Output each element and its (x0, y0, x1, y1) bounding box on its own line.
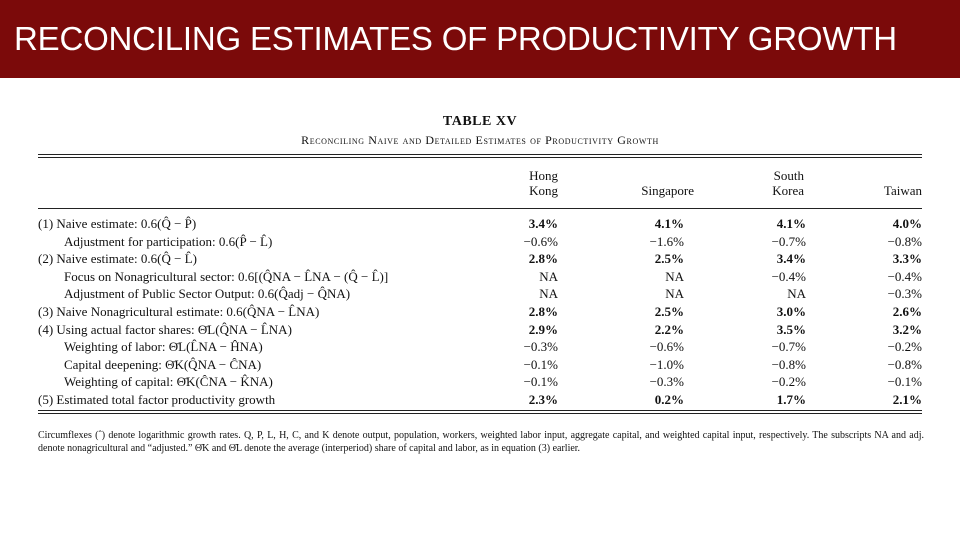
row-label: (5) Estimated total factor productivity … (38, 392, 276, 407)
row-value: −0.3% (649, 374, 684, 390)
table-row: Focus on Nonagricultural sector: 0.6[(Q̂… (38, 269, 922, 286)
row-value: 2.2% (654, 321, 684, 337)
table-row: Weighting of labor: Θ̄L(L̂NA − ĤNA) −0.3%… (38, 339, 922, 356)
row-label: (1) Naive estimate: 0.6(Q̂ − P̂) (38, 216, 197, 231)
table-title: TABLE XV (442, 114, 518, 129)
row-value: 3.2% (892, 321, 922, 337)
row-value: 3.5% (776, 321, 806, 337)
top-rule (38, 154, 922, 155)
row-value: NA (539, 286, 558, 302)
table-row: Weighting of capital: Θ̄K(ĈNA − K̂NA) −0.… (38, 374, 922, 391)
row-value: 4.1% (654, 216, 684, 231)
row-value: 2.8% (528, 304, 558, 319)
row-value: NA (787, 286, 806, 302)
row-value: 1.7% (776, 392, 806, 407)
table-row: (2) Naive estimate: 0.6(Q̂ − L̂) 2.8% 2.5%… (38, 251, 922, 268)
row-value: −0.8% (771, 356, 806, 372)
bottom-rule (38, 410, 922, 411)
row-value: −1.0% (649, 356, 684, 372)
row-value: NA (539, 268, 558, 284)
table-subtitle: Reconciling Naive and Detailed Estimates… (301, 133, 659, 147)
row-value: −0.6% (649, 339, 684, 355)
row-value: 2.5% (654, 251, 684, 267)
row-value: 3.3% (892, 251, 922, 267)
table-row: (3) Naive Nonagricultural estimate: 0.6(… (38, 304, 922, 321)
top-rule-double (38, 157, 922, 158)
title-banner: RECONCILING ESTIMATES OF PRODUCTIVITY GR… (0, 0, 960, 78)
table-notes: Circumflexes (ˆ) denote logarithmic grow… (38, 430, 924, 454)
row-value: −0.8% (887, 233, 922, 249)
row-value: 3.0% (776, 304, 806, 319)
row-value: 2.8% (528, 251, 558, 267)
column-header-taiwan: Taiwan (883, 183, 922, 198)
row-value: 4.1% (776, 216, 806, 231)
row-label: (4) Using actual factor shares: Θ̄L(Q̂NA… (38, 321, 292, 337)
row-value: −0.3% (887, 286, 922, 302)
row-value: 2.6% (892, 304, 922, 319)
table-row: (5) Estimated total factor productivity … (38, 392, 922, 409)
row-label: Weighting of labor: Θ̄L(L̂NA − ĤNA) (64, 339, 263, 355)
row-value: −0.8% (887, 356, 922, 372)
row-value: −1.6% (649, 233, 684, 249)
column-header-singapore: Singapore (641, 183, 694, 198)
row-value: −0.1% (523, 356, 558, 372)
row-value: 4.0% (892, 216, 922, 231)
row-value: −0.6% (523, 233, 558, 249)
row-value: 2.9% (528, 321, 558, 337)
table-row: Capital deepening: Θ̄K(Q̂NA − ĈNA) −0.1% −… (38, 357, 922, 374)
row-value: −0.1% (887, 374, 922, 390)
row-value: 3.4% (528, 216, 558, 231)
row-value: 3.4% (776, 251, 806, 267)
row-value: −0.2% (771, 374, 806, 390)
column-header-south-korea: South Korea (772, 168, 804, 198)
column-header-hong-kong: Hong Kong (529, 168, 558, 198)
header-rule (38, 208, 922, 209)
table-row: Adjustment of Public Sector Output: 0.6(… (38, 286, 922, 303)
row-label: (2) Naive estimate: 0.6(Q̂ − L̂) (38, 251, 197, 267)
row-value: −0.4% (771, 268, 806, 284)
row-value: −0.7% (771, 339, 806, 355)
row-value: −0.3% (523, 339, 558, 355)
row-value: 0.2% (654, 392, 684, 407)
row-value: 2.3% (528, 392, 558, 407)
row-label: Focus on Nonagricultural sector: 0.6[(Q̂… (64, 268, 389, 284)
table-row: (1) Naive estimate: 0.6(Q̂ − P̂) 3.4% 4.1%… (38, 216, 922, 233)
bottom-rule-double (38, 413, 922, 414)
row-label: Weighting of capital: Θ̄K(ĈNA − K̂NA) (64, 374, 273, 390)
row-value: −0.4% (887, 268, 922, 284)
row-label: Adjustment of Public Sector Output: 0.6(… (64, 286, 351, 302)
row-value: −0.2% (887, 339, 922, 355)
row-value: −0.1% (523, 374, 558, 390)
row-label: Capital deepening: Θ̄K(Q̂NA − ĈNA) (64, 356, 262, 372)
row-label: Adjustment for participation: 0.6(P̂ − L… (64, 233, 273, 249)
row-value: 2.5% (654, 304, 684, 319)
row-value: 2.1% (892, 392, 922, 407)
table-row: (4) Using actual factor shares: Θ̄L(Q̂NA… (38, 322, 922, 339)
slide-title: RECONCILING ESTIMATES OF PRODUCTIVITY GR… (14, 20, 897, 57)
row-value: NA (665, 286, 684, 302)
row-value: NA (665, 268, 684, 284)
row-value: −0.7% (771, 233, 806, 249)
table-row: Adjustment for participation: 0.6(P̂ − L… (38, 234, 922, 251)
row-label: (3) Naive Nonagricultural estimate: 0.6(… (38, 304, 320, 319)
